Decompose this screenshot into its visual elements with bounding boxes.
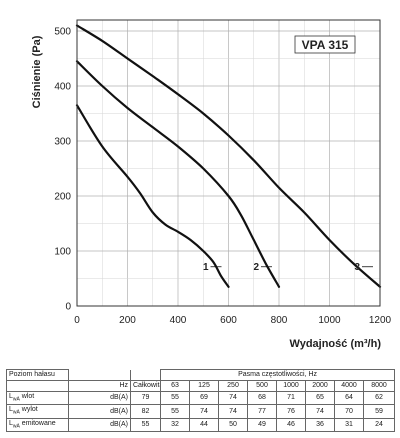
x-tick-label: 800 — [271, 315, 288, 326]
y-tick-label: 500 — [54, 27, 71, 38]
table-cell: 55 — [130, 417, 161, 433]
band-header: 1000 — [276, 380, 306, 392]
x-tick-label: 0 — [74, 315, 80, 326]
table-cell: 74 — [218, 404, 248, 419]
curve-1 — [75, 104, 230, 288]
table-row-inlet: LwA wlot dB(A) 79 55 69 74 68 71 65 64 6… — [6, 390, 396, 406]
band-header: 250 — [218, 380, 248, 392]
table-cell: 71 — [276, 390, 306, 406]
row-label: LwA wlot — [6, 390, 69, 406]
y-tick-labels: 0 100 200 300 400 500 — [54, 27, 71, 313]
x-axis-label: Wydajność (m³/h) — [290, 338, 382, 350]
table-cell: 32 — [160, 417, 190, 433]
band-header: 4000 — [334, 380, 364, 392]
y-tick-label: 0 — [65, 302, 71, 313]
row-label: LwA wylot — [6, 404, 69, 419]
row-label-prefix: L — [9, 406, 13, 414]
x-tick-label: 1200 — [369, 315, 392, 326]
table-cell: 59 — [362, 404, 396, 419]
row-label-subscript: wA — [12, 423, 20, 430]
blank-cell — [130, 369, 161, 381]
table-cell: 55 — [160, 390, 190, 406]
curve-3 — [75, 24, 382, 288]
table-cell: 70 — [334, 404, 364, 419]
table-cell: 24 — [362, 417, 396, 433]
table-cell: 46 — [276, 417, 306, 433]
curve-label-2: 2 — [253, 262, 259, 273]
row-label-subscript: wA — [12, 409, 20, 416]
table-row-emitted: LwA emitowane dB(A) 55 32 44 50 49 46 36… — [6, 417, 396, 433]
y-tick-label: 200 — [54, 192, 71, 203]
row-unit: dB(A) — [68, 390, 131, 406]
table-cell: 49 — [247, 417, 277, 433]
band-header: 2000 — [305, 380, 335, 392]
curve-labels: 1 2 3 — [203, 262, 373, 273]
band-caption: Pasma częstotliwości, Hz — [159, 369, 396, 381]
table-cell: 50 — [218, 417, 248, 433]
table-cell: 74 — [218, 390, 248, 406]
x-tick-label: 200 — [119, 315, 136, 326]
x-tick-label: 400 — [170, 315, 187, 326]
band-header: 500 — [247, 380, 277, 392]
hz-unit: Hz — [68, 380, 131, 392]
row-label-text: wlot — [19, 393, 35, 400]
table-cell: 44 — [189, 417, 219, 433]
row-label-prefix: L — [9, 419, 13, 427]
curve-label-1: 1 — [203, 262, 209, 273]
plot-frame — [76, 19, 381, 307]
y-axis-label: Ciśnienie (Pa) — [31, 35, 43, 108]
row-label-text: emitowane — [19, 419, 56, 427]
table-cell: 55 — [160, 404, 190, 419]
band-header-row: Hz Całkowita 63 125 250 500 1000 2000 40… — [6, 380, 396, 392]
x-tick-labels: 0 200 400 600 800 1000 1200 — [74, 315, 391, 326]
table-row-outlet: LwA wylot dB(A) 82 55 74 74 77 76 74 70 … — [6, 404, 396, 419]
row-label: LwA emitowane — [6, 417, 69, 433]
table-cell: 79 — [130, 390, 161, 406]
noise-level-table: Poziom hałasu Pasma częstotliwości, Hz H… — [6, 369, 396, 433]
band-header: 8000 — [362, 380, 396, 392]
table-cell: 65 — [305, 390, 335, 406]
chart-title: VPA 315 — [302, 38, 349, 52]
row-label-subscript: wA — [12, 396, 20, 403]
table-header-row: Poziom hałasu Pasma częstotliwości, Hz — [6, 369, 396, 381]
table-cell: 77 — [247, 404, 277, 419]
table-cell: 31 — [334, 417, 364, 433]
row-label-text: wylot — [19, 406, 38, 414]
x-tick-label: 1000 — [318, 315, 341, 326]
row-label-prefix: L — [9, 393, 13, 400]
y-tick-label: 400 — [54, 82, 71, 93]
row-unit: dB(A) — [68, 417, 131, 433]
x-tick-label: 600 — [220, 315, 237, 326]
model-label-box — [294, 35, 356, 54]
band-header: 63 — [160, 380, 190, 392]
table-cell: 62 — [362, 390, 396, 406]
blank-cell — [6, 380, 69, 392]
band-header: 125 — [189, 380, 219, 392]
table-cell: 68 — [247, 390, 277, 406]
blank-cell — [68, 369, 131, 381]
total-header: Całkowita — [130, 380, 161, 392]
noise-table-title: Poziom hałasu — [6, 369, 69, 381]
y-tick-label: 300 — [54, 137, 71, 148]
fan-performance-chart: 0 200 400 600 800 1000 1200 0 100 200 300 400 500 1… — [31, 19, 392, 350]
table-cell: 74 — [189, 404, 219, 419]
table-cell: 69 — [189, 390, 219, 406]
curve-label-3: 3 — [354, 262, 360, 273]
table-cell: 74 — [305, 404, 335, 419]
y-tick-label: 100 — [54, 247, 71, 258]
table-cell: 64 — [334, 390, 364, 406]
grid — [76, 20, 381, 307]
table-cell: 76 — [276, 404, 306, 419]
table-cell: 82 — [130, 404, 161, 419]
curve-2 — [75, 60, 281, 288]
table-cell: 36 — [305, 417, 335, 433]
row-unit: dB(A) — [68, 404, 131, 419]
performance-curves — [75, 24, 382, 288]
